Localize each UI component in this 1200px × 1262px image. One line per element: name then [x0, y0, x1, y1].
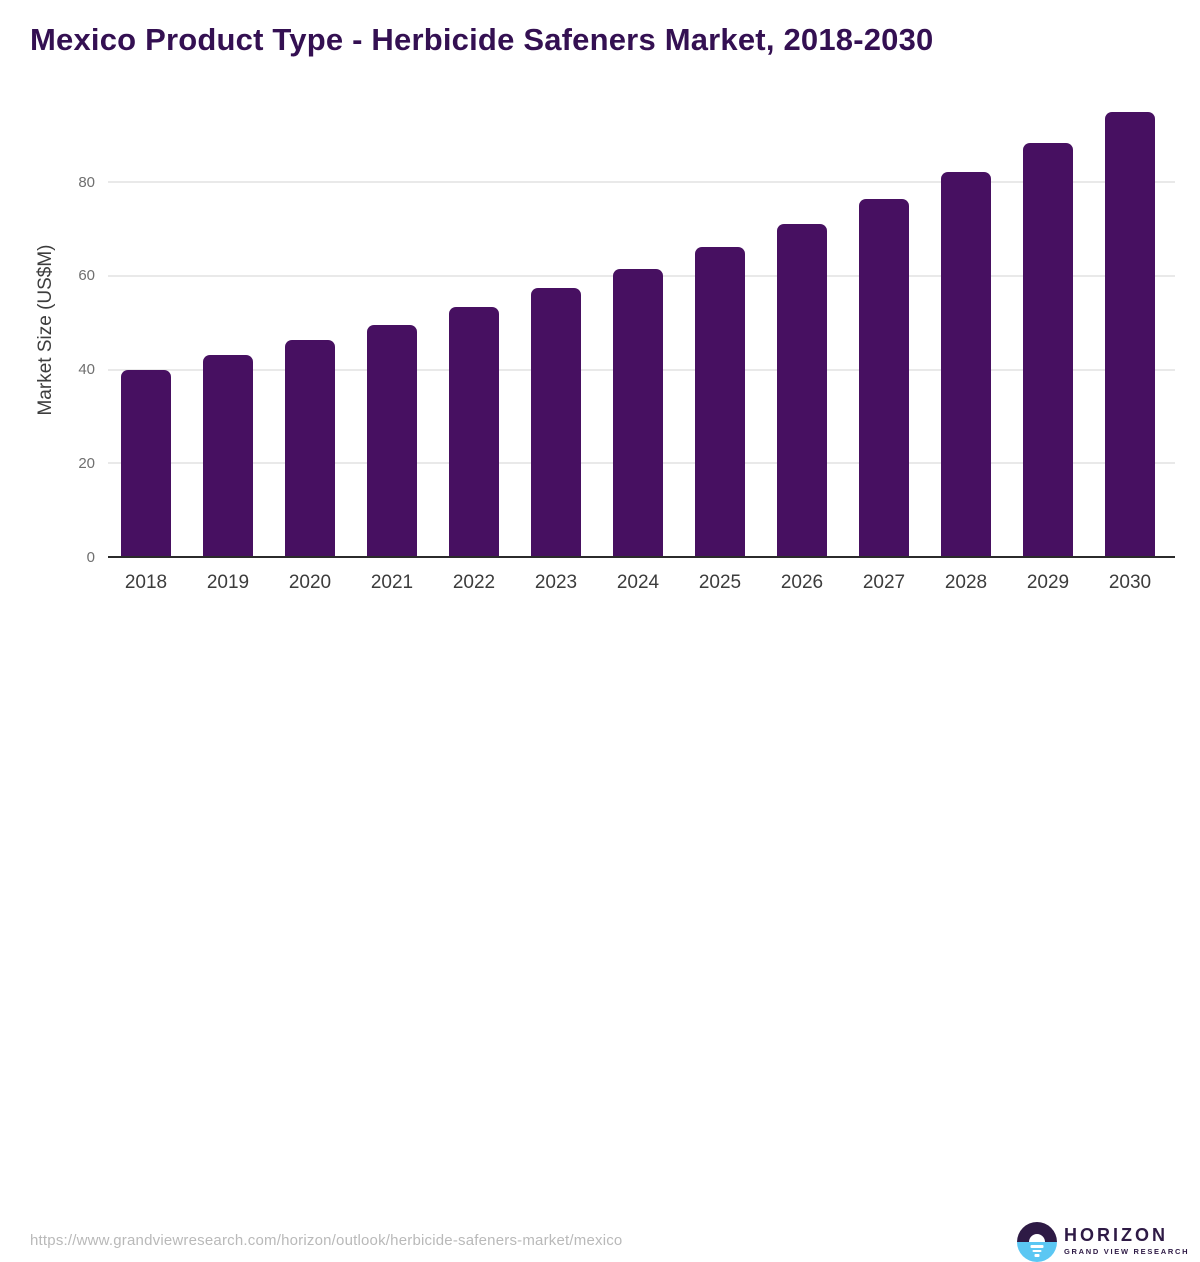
bar-2020	[285, 340, 335, 557]
y-tick-0: 0	[86, 548, 95, 566]
y-tick-80: 80	[78, 173, 95, 191]
chart-page: Mexico Product Type - Herbicide Safeners…	[0, 22, 1200, 1262]
y-tick-60: 60	[78, 267, 95, 285]
x-tick-2021: 2021	[370, 572, 414, 593]
bar-2025	[695, 246, 745, 557]
wave-line	[1034, 1254, 1040, 1257]
gridline-80	[108, 181, 1175, 183]
x-tick-2027: 2027	[862, 572, 906, 593]
bar-2029	[1023, 143, 1073, 557]
logo-brand: HORIZON	[1064, 1225, 1168, 1245]
bar-2028	[941, 172, 991, 557]
horizon-sunset-icon	[1017, 1222, 1057, 1262]
page-title: Mexico Product Type - Herbicide Safeners…	[30, 22, 934, 57]
x-tick-2022: 2022	[452, 572, 496, 593]
y-tick-20: 20	[78, 454, 95, 472]
horizon-logo: HORIZON GRAND VIEW RESEARCH	[1017, 1222, 1188, 1262]
bar-2019	[203, 355, 253, 557]
bar-2022	[449, 307, 499, 557]
x-tick-2020: 2020	[288, 572, 332, 593]
x-tick-2024: 2024	[616, 572, 660, 593]
bar-2026	[777, 223, 827, 557]
bar-2023	[531, 288, 581, 557]
bar-2027	[859, 198, 909, 557]
x-axis-line	[108, 556, 1175, 558]
source-url: https://www.grandviewresearch.com/horizo…	[30, 1232, 623, 1249]
bar-2024	[613, 269, 663, 557]
x-tick-2026: 2026	[780, 572, 824, 593]
x-tick-2019: 2019	[206, 572, 250, 593]
x-tick-2025: 2025	[698, 572, 742, 593]
bar-2021	[367, 324, 417, 557]
sun-shape	[1029, 1234, 1045, 1242]
bar-chart: Market Size (US$M) 0 20 40 60 80 2018 2019 2020…	[35, 112, 1175, 593]
wave-line	[1032, 1249, 1042, 1252]
y-axis-label: Market Size (US$M)	[35, 244, 56, 416]
wave-line	[1030, 1245, 1044, 1248]
bar-2030	[1105, 112, 1155, 557]
x-tick-2029: 2029	[1026, 572, 1070, 593]
y-tick-40: 40	[78, 361, 95, 378]
logo-text: HORIZON GRAND VIEW RESEARCH	[1064, 1226, 1189, 1256]
x-tick-2030: 2030	[1108, 572, 1152, 593]
x-tick-2028: 2028	[944, 572, 988, 593]
bar-2018	[121, 369, 171, 557]
x-tick-2023: 2023	[534, 572, 578, 593]
footer: https://www.grandviewresearch.com/horizo…	[0, 600, 1200, 1262]
logo-subbrand: GRAND VIEW RESEARCH	[1064, 1247, 1190, 1256]
x-tick-2018: 2018	[124, 572, 168, 593]
